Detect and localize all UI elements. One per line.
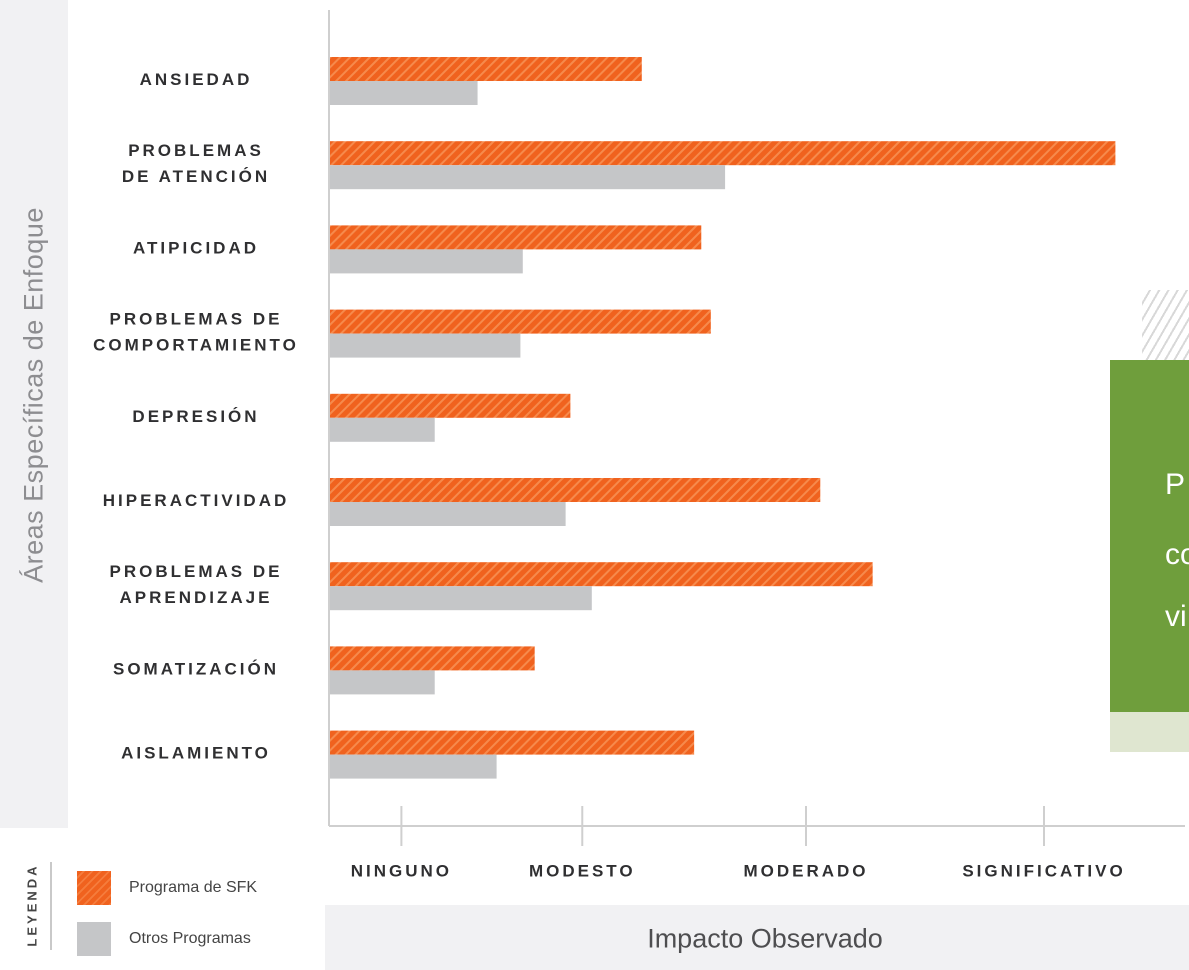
- bar-sfk-2: [330, 225, 702, 250]
- x-tick-label-3: SIGNIFICATIVO: [962, 861, 1125, 880]
- bar-sfk-7: [330, 646, 535, 671]
- category-label-4: DEPRESIÓN: [132, 407, 259, 426]
- y-axis-title-band: [0, 0, 68, 828]
- legend-swatch-otros: [77, 922, 111, 956]
- bar-otros-0: [330, 81, 478, 105]
- legend-divider: [50, 862, 52, 950]
- bar-sfk-4: [330, 393, 571, 418]
- x-tick-label-0: NINGUNO: [351, 861, 452, 880]
- x-tick-label-2: MODERADO: [743, 861, 868, 880]
- bar-sfk-6: [330, 562, 873, 587]
- side-panel: P co vi: [1110, 360, 1189, 712]
- category-label-0: ANSIEDAD: [140, 70, 253, 89]
- x-axis-title-band: [325, 905, 1189, 970]
- legend-swatch-sfk: [77, 871, 111, 905]
- bar-otros-5: [330, 502, 566, 526]
- bar-sfk-3: [330, 309, 711, 334]
- side-panel-line-2: co: [1165, 538, 1189, 571]
- category-label-8: AISLAMIENTO: [121, 744, 271, 763]
- bar-otros-1: [330, 165, 726, 190]
- bar-sfk-1: [330, 141, 1116, 166]
- bar-otros-3: [330, 333, 521, 358]
- category-label-5: HIPERACTIVIDAD: [103, 491, 290, 510]
- bar-chart-plot: ANSIEDAD PROBLEMAS DE ATENCIÓN ATIPICIDAD PR…: [93, 10, 1185, 880]
- bar-otros-2: [330, 249, 523, 274]
- category-label-7: SOMATIZACIÓN: [113, 660, 279, 679]
- bar-sfk-8: [330, 730, 695, 755]
- bar-otros-6: [330, 586, 592, 611]
- category-label-2: ATIPICIDAD: [133, 239, 259, 258]
- category-label-6: PROBLEMAS DE APRENDIZAJE: [110, 563, 283, 608]
- category-label-3: PROBLEMAS DE COMPORTAMIENTO: [93, 310, 299, 355]
- legend-title: LEYENDA: [24, 863, 40, 947]
- bar-otros-8: [330, 754, 497, 779]
- x-tick-label-1: MODESTO: [529, 861, 636, 880]
- legend-item-otros: Otros Programas: [77, 922, 251, 956]
- bar-sfk-0: [330, 57, 642, 81]
- x-axis-title: Impacto Observado: [647, 923, 883, 954]
- legend-item-sfk: Programa de SFK: [77, 871, 257, 905]
- category-label-1: PROBLEMAS DE ATENCIÓN: [122, 142, 270, 187]
- bar-otros-7: [330, 670, 435, 695]
- side-panel-footer: [1110, 712, 1189, 752]
- legend-label-otros: Otros Programas: [129, 930, 251, 947]
- side-panel-line-1: P: [1165, 468, 1186, 501]
- bar-sfk-5: [330, 478, 821, 502]
- legend-label-sfk: Programa de SFK: [129, 879, 258, 896]
- side-panel-line-3: vi: [1165, 600, 1187, 633]
- bar-otros-4: [330, 417, 435, 442]
